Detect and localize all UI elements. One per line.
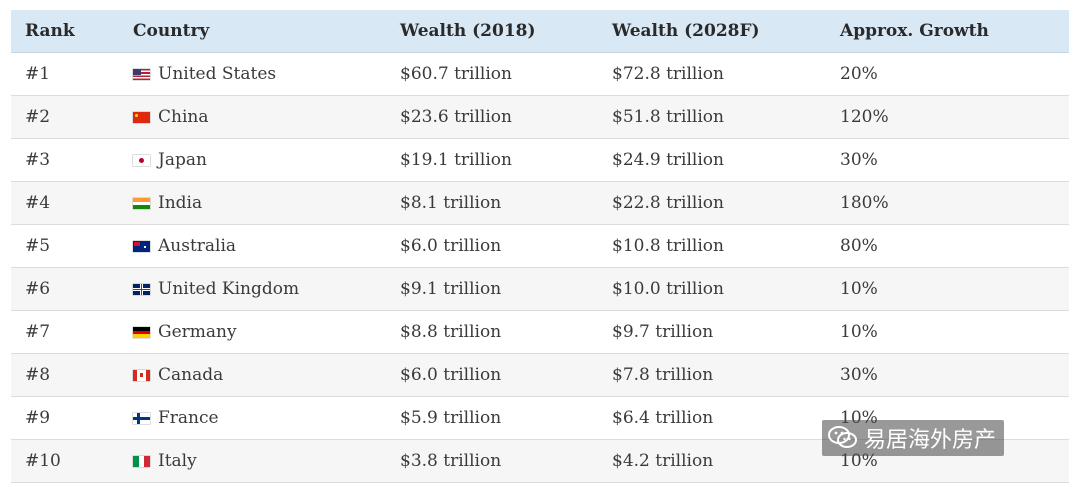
country-name: Canada xyxy=(158,365,224,385)
rank-cell: #1 xyxy=(25,64,51,84)
canada-flag-icon xyxy=(133,370,150,381)
wealth-2018-cell: $6.0 trillion xyxy=(400,365,502,385)
wealth-2028-cell: $9.7 trillion xyxy=(612,322,714,342)
wealth-2028-cell: $10.8 trillion xyxy=(612,236,724,256)
japan-flag-icon xyxy=(133,155,150,166)
header-rank: Rank xyxy=(25,21,75,41)
country-name: Japan xyxy=(158,150,207,170)
wealth-2018-cell: $19.1 trillion xyxy=(400,150,512,170)
wealth-2018-cell: $6.0 trillion xyxy=(400,236,502,256)
growth-cell: 10% xyxy=(840,279,878,299)
rank-cell: #7 xyxy=(25,322,51,342)
header-country: Country xyxy=(133,21,210,41)
growth-cell: 10% xyxy=(840,451,878,471)
growth-cell: 180% xyxy=(840,193,889,213)
country-cell: France xyxy=(133,397,219,439)
wealth-2028-cell: $22.8 trillion xyxy=(612,193,724,213)
table-row: #8 Canada $6.0 trillion $7.8 trillion 30% xyxy=(11,354,1069,397)
wealth-2028-cell: $72.8 trillion xyxy=(612,64,724,84)
header-growth: Approx. Growth xyxy=(840,21,989,41)
table-row: #2 China $23.6 trillion $51.8 trillion 120% xyxy=(11,96,1069,139)
rank-cell: #6 xyxy=(25,279,51,299)
india-flag-icon xyxy=(133,198,150,209)
china-flag-icon xyxy=(133,112,150,123)
growth-cell: 10% xyxy=(840,322,878,342)
australia-flag-icon xyxy=(133,241,150,252)
wealth-2028-cell: $24.9 trillion xyxy=(612,150,724,170)
wealth-2018-cell: $8.8 trillion xyxy=(400,322,502,342)
table-row: #6 United Kingdom $9.1 trillion $10.0 trill… xyxy=(11,268,1069,311)
wealth-2018-cell: $23.6 trillion xyxy=(400,107,512,127)
watermark: 易居海外房产 xyxy=(822,420,1005,456)
uk-flag-icon xyxy=(133,284,150,295)
country-name: Australia xyxy=(158,236,237,256)
finland-flag-icon xyxy=(133,413,150,424)
country-name: France xyxy=(158,408,219,428)
country-name: China xyxy=(158,107,209,127)
country-name: India xyxy=(158,193,203,213)
wealth-2028-cell: $7.8 trillion xyxy=(612,365,714,385)
wealth-2028-cell: $51.8 trillion xyxy=(612,107,724,127)
country-cell: Japan xyxy=(133,139,207,181)
wealth-2028-cell: $4.2 trillion xyxy=(612,451,714,471)
growth-cell: 30% xyxy=(840,150,878,170)
country-name: United States xyxy=(158,64,277,84)
country-cell: United States xyxy=(133,53,276,95)
wealth-2028-cell: $10.0 trillion xyxy=(612,279,724,299)
table-row: #9 France $5.9 trillion $6.4 trillion 10% xyxy=(11,397,1069,440)
rank-cell: #9 xyxy=(25,408,51,428)
table-body: #1 United States $60.7 trillion $72.8 trill… xyxy=(11,53,1069,483)
country-name: Germany xyxy=(158,322,237,342)
rank-cell: #4 xyxy=(25,193,51,213)
rank-cell: #10 xyxy=(25,451,61,471)
rank-cell: #8 xyxy=(25,365,51,385)
wealth-2018-cell: $60.7 trillion xyxy=(400,64,512,84)
wealth-2018-cell: $9.1 trillion xyxy=(400,279,502,299)
table-row: #1 United States $60.7 trillion $72.8 trill… xyxy=(11,53,1069,96)
country-cell: United Kingdom xyxy=(133,268,299,310)
table-row: #5 Australia $6.0 trillion $10.8 trillion 80… xyxy=(11,225,1069,268)
rank-cell: #2 xyxy=(25,107,51,127)
wealth-2018-cell: $3.8 trillion xyxy=(400,451,502,471)
country-cell: China xyxy=(133,96,208,138)
growth-cell: 120% xyxy=(840,107,889,127)
country-cell: India xyxy=(133,182,202,224)
wealth-table: Rank Country Wealth (2018) Wealth (2028F… xyxy=(11,10,1069,483)
table-row: #7 Germany $8.8 trillion $9.7 trillion 10% xyxy=(11,311,1069,354)
country-name: Italy xyxy=(158,451,197,471)
country-cell: Germany xyxy=(133,311,237,353)
wealth-2018-cell: $5.9 trillion xyxy=(400,408,502,428)
growth-cell: 80% xyxy=(840,236,878,256)
watermark-text: 易居海外房产 xyxy=(864,428,997,453)
italy-flag-icon xyxy=(133,456,150,467)
rank-cell: #5 xyxy=(25,236,51,256)
table-row: #3 Japan $19.1 trillion $24.9 trillion 30% xyxy=(11,139,1069,182)
country-name: United Kingdom xyxy=(158,279,300,299)
wealth-2018-cell: $8.1 trillion xyxy=(400,193,502,213)
table-header: Rank Country Wealth (2018) Wealth (2028F… xyxy=(11,10,1069,53)
country-cell: Italy xyxy=(133,440,197,482)
growth-cell: 20% xyxy=(840,64,878,84)
rank-cell: #3 xyxy=(25,150,51,170)
growth-cell: 30% xyxy=(840,365,878,385)
header-wealth-2028: Wealth (2028F) xyxy=(612,21,760,41)
wechat-icon xyxy=(828,426,857,448)
header-wealth-2018: Wealth (2018) xyxy=(400,21,536,41)
table-row: #4 India $8.1 trillion $22.8 trillion 180% xyxy=(11,182,1069,225)
us-flag-icon xyxy=(133,69,150,80)
germany-flag-icon xyxy=(133,327,150,338)
country-cell: Canada xyxy=(133,354,223,396)
country-cell: Australia xyxy=(133,225,236,267)
wealth-2028-cell: $6.4 trillion xyxy=(612,408,714,428)
